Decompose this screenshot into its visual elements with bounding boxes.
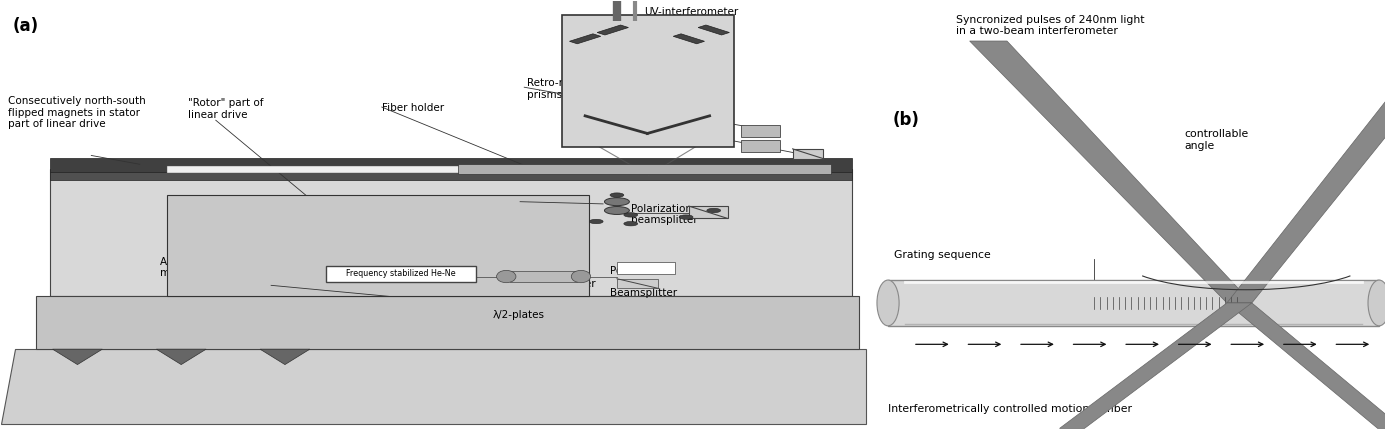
Text: Detectors: Detectors [520, 195, 571, 205]
Bar [742, 124, 780, 137]
Circle shape [624, 222, 638, 226]
Bar [793, 149, 823, 159]
Bar [689, 206, 728, 218]
Circle shape [679, 215, 693, 219]
Text: Fiber holder: Fiber holder [381, 103, 444, 113]
Text: Beamsplitter: Beamsplitter [610, 288, 678, 298]
Circle shape [589, 219, 603, 224]
Text: Grating sequence: Grating sequence [894, 250, 991, 260]
Bar [50, 172, 852, 180]
Bar [457, 164, 832, 174]
Polygon shape [1227, 41, 1386, 303]
Polygon shape [157, 349, 207, 365]
Circle shape [707, 208, 721, 213]
Bar [617, 262, 675, 274]
Bar [510, 271, 577, 282]
Circle shape [624, 213, 638, 217]
Polygon shape [261, 349, 310, 365]
Polygon shape [1059, 303, 1252, 428]
Ellipse shape [571, 270, 590, 283]
Text: (a): (a) [12, 17, 39, 35]
Text: Interferometrically controlled motion of fiber: Interferometrically controlled motion of… [888, 404, 1132, 414]
Bar [699, 25, 729, 35]
Polygon shape [1227, 303, 1386, 428]
Text: (b): (b) [893, 112, 919, 129]
Bar [50, 169, 852, 296]
Bar [888, 280, 1379, 326]
Text: "Rotor" part of
linear drive: "Rotor" part of linear drive [188, 98, 263, 120]
Text: Polarization
beamsplitter: Polarization beamsplitter [631, 204, 697, 225]
Ellipse shape [496, 270, 516, 283]
Bar [617, 279, 658, 288]
Bar [742, 140, 780, 152]
Bar [597, 25, 628, 35]
Circle shape [604, 198, 629, 206]
Text: Air-cushion born
movable carriage: Air-cushion born movable carriage [161, 256, 252, 278]
Bar [327, 265, 475, 282]
Bar [570, 34, 600, 44]
Text: Pockels cell: Pockels cell [610, 265, 669, 276]
Text: Syncronized pulses of 240nm light
in a two-beam interferometer: Syncronized pulses of 240nm light in a t… [956, 15, 1145, 36]
Ellipse shape [877, 280, 900, 326]
Polygon shape [168, 195, 589, 296]
Text: controllable
angle: controllable angle [1184, 129, 1249, 151]
Text: Retro-reflector
prisms: Retro-reflector prisms [527, 78, 603, 100]
Circle shape [610, 193, 624, 197]
Text: UV-interferometer: UV-interferometer [644, 7, 739, 17]
Polygon shape [53, 349, 103, 365]
Bar [561, 15, 735, 147]
Text: Consecutively north-south
flipped magnets in stator
part of linear drive: Consecutively north-south flipped magnet… [8, 96, 146, 129]
Text: Frequency stabilized He-Ne: Frequency stabilized He-Ne [346, 269, 456, 278]
Bar [674, 34, 704, 44]
Bar [168, 167, 582, 173]
Bar [36, 296, 859, 349]
Ellipse shape [1368, 280, 1386, 326]
Text: Polarization
beamsplitter: Polarization beamsplitter [631, 114, 697, 135]
Text: Beam expander: Beam expander [513, 279, 596, 289]
Polygon shape [970, 41, 1252, 303]
Circle shape [604, 206, 629, 214]
Bar [50, 158, 852, 172]
Polygon shape [1, 349, 866, 424]
Text: λ/2-plates: λ/2-plates [492, 310, 545, 319]
